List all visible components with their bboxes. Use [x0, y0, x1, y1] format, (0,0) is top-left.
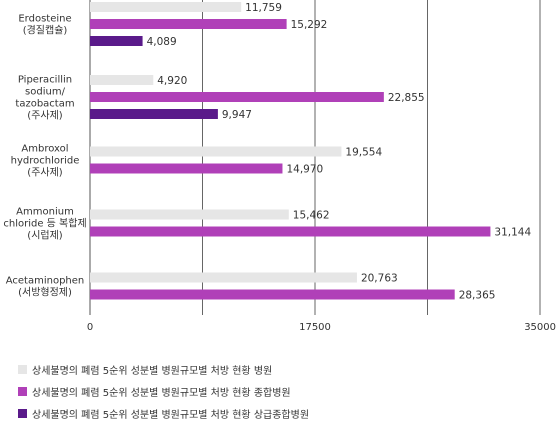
data-label: 9,947	[222, 109, 252, 121]
category-label: Ambroxol hydrochloride (주사제)	[11, 144, 80, 179]
category-label: Ammonium chloride 등 복합제 (시럽제)	[3, 207, 86, 242]
bar	[90, 19, 287, 29]
bar	[90, 2, 242, 12]
value-labels: 11,759 15,292 4,089 4,920 22,855 9,947 19,554 1…	[147, 2, 532, 302]
legend-label: 상세불명의 폐렴 5순위 성분별 병원규모별 처방 현황 상급종합병원	[32, 409, 310, 421]
legend-label: 상세불명의 폐렴 5순위 성분별 병원규모별 처방 현황 병원	[32, 365, 273, 377]
bars	[90, 2, 491, 300]
bar	[90, 163, 283, 174]
data-label: 20,763	[361, 273, 398, 285]
category-label-line: Erdosteine	[18, 14, 71, 25]
x-tick-label: 17500	[299, 322, 331, 333]
bar	[90, 36, 143, 46]
category-label-line: (주사제)	[27, 110, 63, 122]
bar	[90, 92, 384, 102]
bar	[90, 109, 218, 119]
category-label-line: (시럽제)	[27, 230, 63, 242]
category-label-line: chloride 등 복합제	[3, 218, 86, 230]
legend-swatch	[18, 364, 27, 374]
bar	[90, 272, 357, 283]
legend-item: 상세불명의 폐렴 5순위 성분별 병원규모별 처방 현황 병원	[18, 358, 309, 380]
bar	[90, 146, 342, 157]
data-label: 14,970	[286, 164, 323, 176]
category-label-line: sodium/	[25, 87, 66, 98]
x-tick-label: 35000	[524, 322, 556, 333]
category-label: Piperacillin sodium/tazobactam (주사제)	[15, 75, 74, 122]
legend-label: 상세불명의 폐렴 5순위 성분별 병원규모별 처방 현황 종합병원	[32, 387, 291, 399]
bar	[90, 209, 289, 220]
category-labels: Erdosteine (경질캡슐) Piperacillin sodium/tazob…	[3, 14, 86, 299]
legend-swatch	[18, 408, 27, 418]
category-label-line: (주사제)	[27, 167, 63, 179]
bar	[90, 289, 455, 300]
category-label-line: (경질캡슐)	[23, 24, 68, 37]
category-label-line: Ammonium	[16, 207, 74, 218]
category-label-line: Piperacillin	[18, 75, 72, 86]
data-label: 4,920	[157, 75, 187, 87]
data-label: 11,759	[245, 2, 282, 14]
category-label: Erdosteine (경질캡슐)	[18, 14, 71, 37]
data-label: 31,144	[494, 227, 531, 239]
category-label-line: (서방형정제)	[18, 287, 72, 299]
data-label: 19,554	[345, 147, 382, 159]
bar	[90, 75, 154, 85]
legend-swatch	[18, 386, 27, 396]
data-label: 15,462	[293, 210, 330, 222]
category-label-line: Ambroxol	[21, 144, 68, 155]
legend-item: 상세불명의 폐렴 5순위 성분별 병원규모별 처방 현황 상급종합병원	[18, 402, 309, 424]
data-label: 28,365	[459, 290, 496, 302]
x-axis-ticks: 0 17500 35000	[87, 322, 556, 333]
category-label-line: Acetaminophen	[6, 276, 85, 287]
category-label-line: hydrochloride	[11, 156, 80, 167]
bar	[90, 226, 491, 237]
data-label: 4,089	[147, 36, 177, 48]
category-label-line: tazobactam	[15, 99, 74, 110]
category-label: Acetaminophen (서방형정제)	[6, 276, 85, 299]
x-tick-label: 0	[87, 322, 93, 333]
data-label: 15,292	[291, 19, 328, 31]
legend-item: 상세불명의 폐렴 5순위 성분별 병원규모별 처방 현황 종합병원	[18, 380, 309, 402]
grid-lines	[89, 0, 541, 315]
data-label: 22,855	[388, 92, 425, 104]
